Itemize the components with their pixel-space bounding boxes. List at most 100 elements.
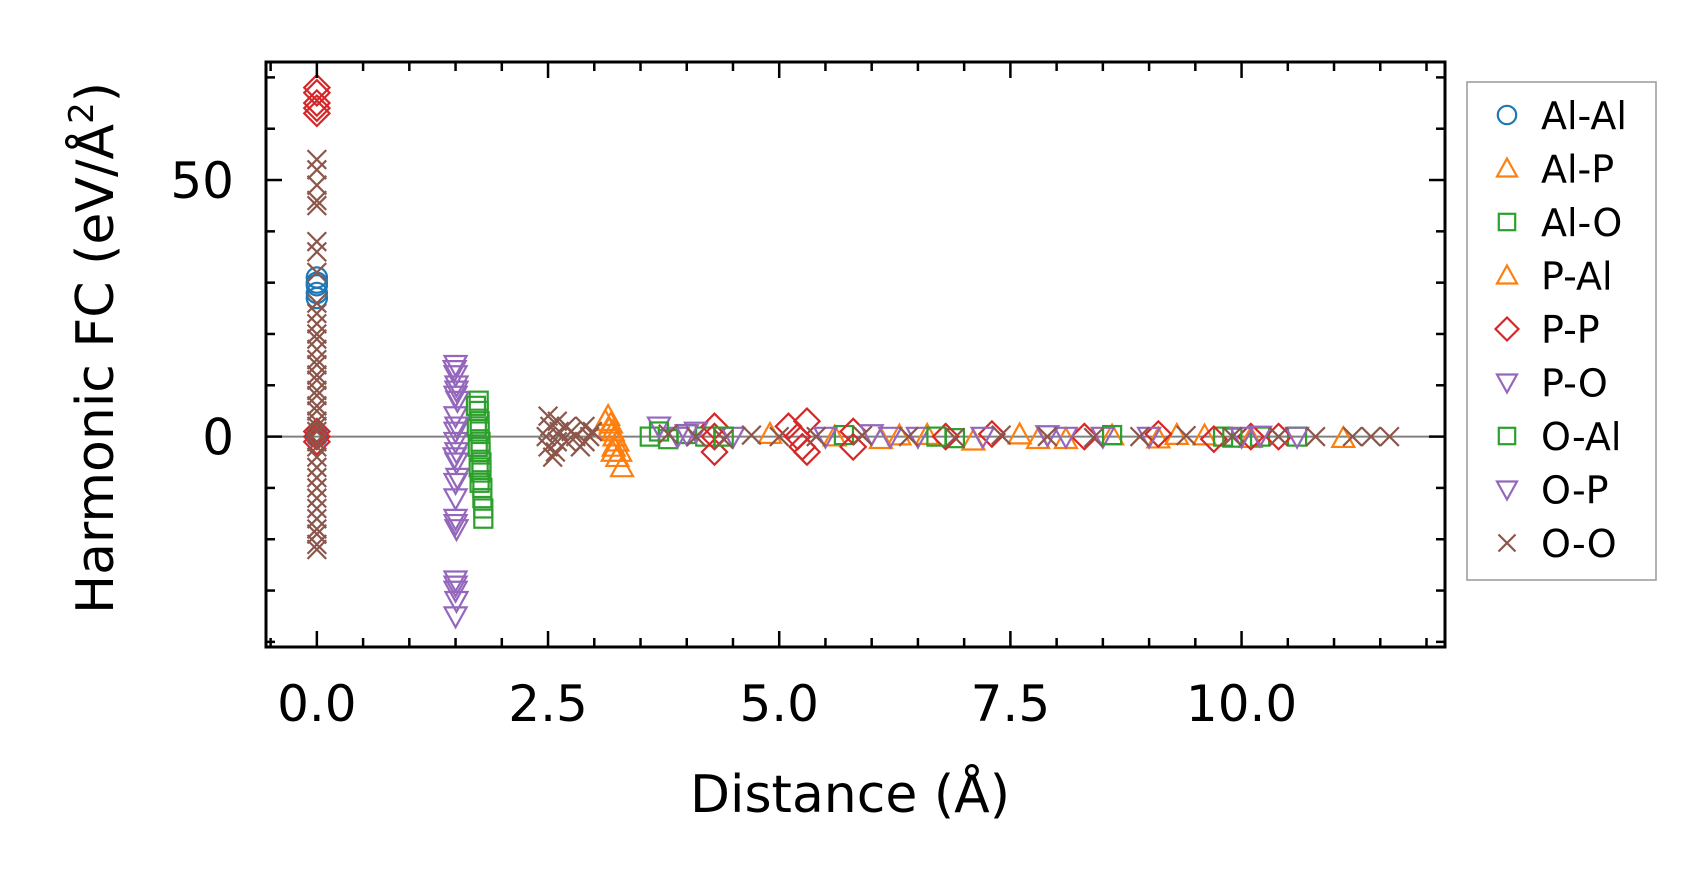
legend-marker-P-Al bbox=[1495, 263, 1519, 285]
point-Al-O bbox=[468, 390, 489, 411]
point-O-O bbox=[713, 429, 734, 450]
point-O-O bbox=[306, 411, 327, 432]
legend: Al-Al Al-P Al-O P-Al P-P P-O O-Al O-P O-O bbox=[1466, 81, 1657, 581]
point-P-P bbox=[788, 432, 817, 462]
y-axis-label-main: Harmonic FC (eV/Å bbox=[64, 123, 126, 614]
point-P-P bbox=[792, 407, 822, 436]
point-O-Al bbox=[468, 457, 489, 478]
point-O-O bbox=[1175, 425, 1197, 446]
point-P-Al bbox=[607, 438, 634, 462]
series-P-O bbox=[442, 354, 1310, 630]
point-O-O bbox=[306, 385, 327, 406]
point-O-O bbox=[1129, 426, 1150, 447]
point-Al-O bbox=[472, 488, 493, 509]
point-O-O bbox=[1360, 426, 1382, 447]
point-P-P bbox=[792, 437, 822, 467]
point-O-O bbox=[1083, 427, 1104, 448]
point-O-O bbox=[306, 477, 327, 499]
x-axis-label: Distance (Å) bbox=[690, 763, 1010, 825]
legend-label: Al-Al bbox=[1541, 94, 1627, 138]
points-layer bbox=[302, 73, 1400, 630]
point-O-O bbox=[1342, 426, 1363, 447]
point-P-O bbox=[1284, 426, 1310, 450]
point-O-P bbox=[441, 359, 468, 384]
point-P-P bbox=[700, 437, 729, 467]
point-O-O bbox=[685, 426, 707, 447]
point-Al-O bbox=[469, 411, 490, 432]
point-P-P bbox=[931, 422, 960, 451]
point-Al-O bbox=[472, 477, 493, 499]
point-O-O bbox=[1379, 426, 1400, 447]
point-Al-O bbox=[471, 452, 492, 473]
point-O-O bbox=[306, 467, 327, 488]
legend-label: Al-P bbox=[1541, 148, 1614, 192]
point-O-O bbox=[306, 339, 327, 360]
point-O-O bbox=[1037, 426, 1058, 447]
point-O-O bbox=[306, 518, 327, 540]
point-O-O bbox=[1222, 426, 1243, 447]
legend-label: O-Al bbox=[1541, 415, 1621, 459]
point-O-O bbox=[306, 523, 327, 545]
point-P-Al bbox=[596, 415, 622, 439]
point-O-O bbox=[769, 426, 790, 447]
point-P-P bbox=[1264, 422, 1293, 451]
point-O-O bbox=[306, 508, 327, 529]
point-O-O bbox=[991, 424, 1012, 446]
point-P-O bbox=[1247, 425, 1273, 449]
point-O-Al bbox=[648, 421, 670, 442]
legend-label: Al-O bbox=[1541, 201, 1622, 245]
point-O-O bbox=[306, 370, 327, 391]
x-tick-label: 2.5 bbox=[508, 675, 588, 733]
point-O-O bbox=[306, 231, 327, 252]
point-O-O bbox=[306, 416, 327, 437]
point-P-P bbox=[838, 432, 868, 462]
y-tick-label: 0 bbox=[202, 409, 234, 467]
point-O-O bbox=[658, 423, 679, 445]
point-Al-Al bbox=[305, 274, 329, 297]
point-O-O bbox=[306, 534, 327, 555]
point-O-O bbox=[306, 380, 327, 401]
point-O-Al bbox=[466, 416, 487, 437]
point-O-O bbox=[306, 175, 327, 196]
point-O-O bbox=[306, 354, 327, 375]
point-O-O bbox=[898, 426, 919, 447]
point-O-P bbox=[442, 575, 469, 599]
point-O-O bbox=[306, 488, 327, 509]
legend-label: O-P bbox=[1541, 469, 1609, 513]
point-O-O bbox=[306, 436, 327, 457]
x-tick-label: 0.0 bbox=[277, 675, 357, 733]
point-P-P bbox=[1070, 422, 1099, 451]
point-P-O bbox=[443, 519, 470, 543]
point-O-O bbox=[306, 447, 327, 468]
point-O-O bbox=[306, 293, 327, 314]
point-P-O bbox=[442, 488, 469, 512]
legend-marker-O-Al bbox=[1497, 426, 1517, 446]
point-Al-P bbox=[1006, 421, 1033, 445]
point-O-P bbox=[442, 385, 469, 409]
x-tick-label: 10.0 bbox=[1186, 675, 1297, 733]
point-O-P bbox=[877, 426, 904, 450]
series-O-O bbox=[306, 149, 1400, 560]
point-P-Al bbox=[600, 433, 627, 457]
point-O-O bbox=[306, 421, 327, 442]
legend-label: P-P bbox=[1541, 308, 1600, 352]
point-O-O bbox=[579, 426, 600, 447]
point-P-O bbox=[646, 416, 672, 440]
point-O-Al bbox=[469, 472, 490, 493]
legend-marker-P-P bbox=[1493, 315, 1521, 343]
point-P-O bbox=[1034, 425, 1061, 449]
point-Al-P bbox=[1191, 422, 1218, 446]
point-O-Al bbox=[467, 436, 488, 457]
legend-marker-Al-O bbox=[1497, 212, 1517, 232]
legend-label: P-O bbox=[1541, 362, 1608, 406]
point-O-O bbox=[306, 539, 327, 560]
legend-marker-P-O bbox=[1495, 373, 1519, 395]
legend-marker-Al-Al bbox=[1496, 104, 1518, 126]
point-O-Al bbox=[713, 426, 734, 447]
point-P-P bbox=[1144, 419, 1173, 449]
point-O-P bbox=[1053, 426, 1079, 450]
point-O-O bbox=[306, 457, 327, 478]
point-Al-Al bbox=[305, 286, 329, 310]
point-O-O bbox=[944, 427, 966, 448]
point-O-O bbox=[306, 195, 327, 216]
